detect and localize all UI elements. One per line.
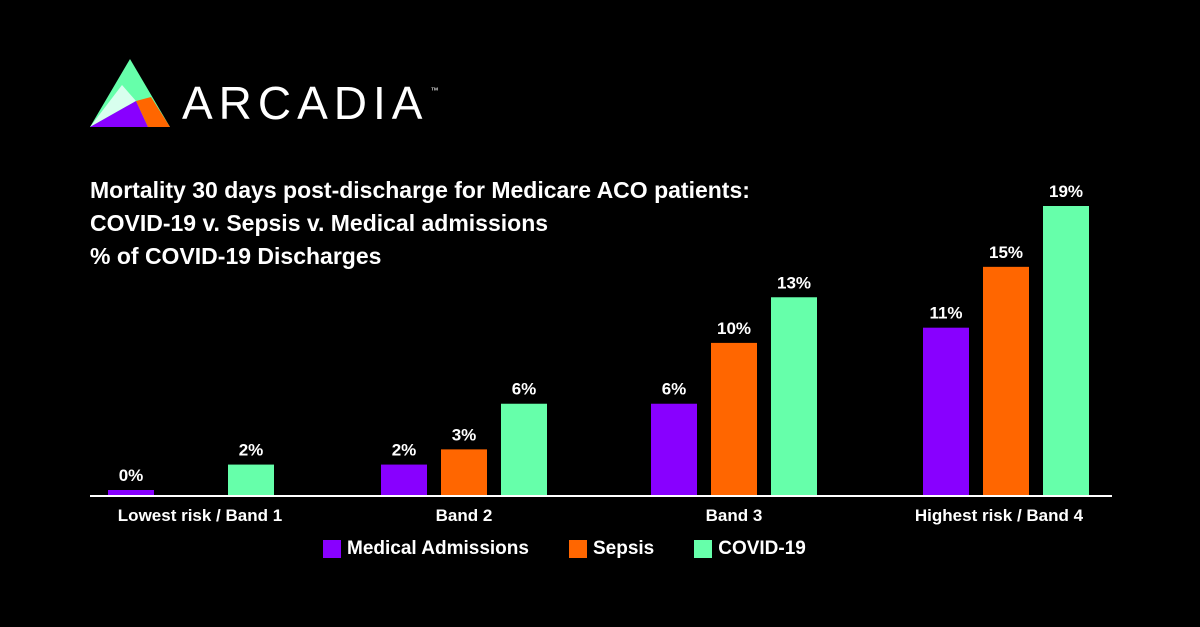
title-line-3: % of COVID-19 Discharges: [90, 243, 382, 269]
data-label: 0%: [119, 466, 144, 485]
legend-swatch: [323, 540, 341, 558]
x-tick-label: Highest risk / Band 4: [915, 506, 1084, 525]
brand: ARCADIA ™: [182, 80, 438, 126]
bar: [651, 403, 697, 495]
trademark: ™: [430, 86, 439, 95]
bar: [923, 327, 969, 495]
legend-swatch: [568, 540, 587, 558]
chart-title: Mortality 30 days post-discharge for Med…: [90, 174, 750, 273]
x-tick-label: Band 2: [436, 506, 493, 525]
bar: [108, 490, 154, 495]
x-tick-label: Band 3: [706, 506, 763, 525]
data-label: 13%: [777, 273, 811, 292]
data-label: 19%: [1049, 182, 1083, 201]
legend-item-covid: COVID-19: [694, 538, 806, 560]
bar: [228, 464, 274, 495]
legend-label: Medical Admissions: [347, 538, 529, 559]
data-label: 6%: [662, 380, 687, 399]
bar: [1043, 206, 1089, 495]
legend-label: COVID-19: [718, 538, 806, 559]
title-line-1: Mortality 30 days post-discharge for Med…: [90, 177, 750, 203]
bar: [771, 297, 817, 495]
bar: [983, 266, 1029, 495]
arcadia-logo-icon: [90, 59, 170, 127]
data-label: 15%: [989, 243, 1023, 262]
data-label: 2%: [392, 441, 417, 460]
bar: [441, 449, 487, 495]
bar: [501, 403, 547, 495]
x-tick-label: Lowest risk / Band 1: [118, 506, 282, 525]
title-line-2: COVID-19 v. Sepsis v. Medical admissions: [90, 210, 549, 236]
data-label: 2%: [239, 441, 264, 460]
legend-swatch: [694, 540, 713, 558]
legend-item-medical: Medical Admissions: [323, 538, 529, 560]
brand-name: ARCADIA: [182, 77, 429, 129]
legend: Medical Admissions Sepsis COVID-19: [323, 537, 806, 561]
bar: [381, 464, 427, 495]
data-label: 6%: [512, 380, 537, 399]
data-label: 11%: [929, 304, 962, 323]
bar: [711, 342, 757, 495]
legend-label: Sepsis: [592, 538, 655, 559]
legend-item-sepsis: Sepsis: [568, 538, 655, 560]
data-label: 10%: [717, 319, 751, 338]
data-label: 3%: [452, 425, 477, 444]
